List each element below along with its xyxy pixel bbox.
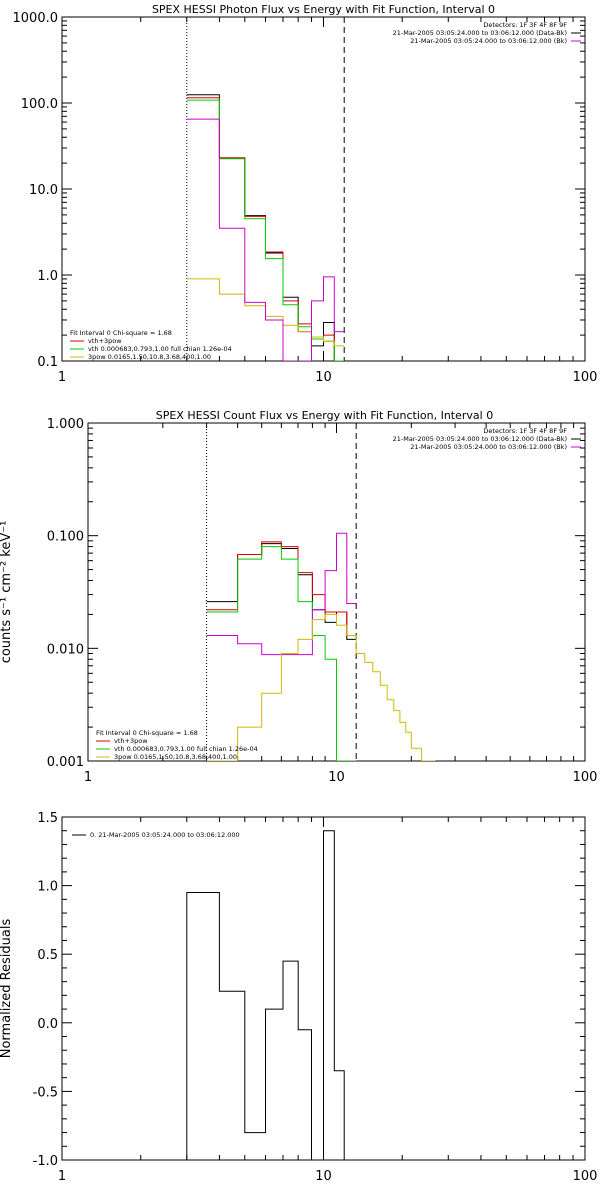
y-tick-label: 0.010 xyxy=(47,642,84,657)
y-tick-label: -1.0 xyxy=(33,1154,58,1169)
plot-area xyxy=(186,830,345,1160)
y-axis-label: Normalized Residuals xyxy=(0,919,14,1059)
info-text: Detectors: 1F 3F 4F 8F 9F xyxy=(483,21,567,29)
legend-title: Fit Interval 0 Chi-square = 1.68 xyxy=(96,729,198,737)
plot-area xyxy=(186,94,345,361)
y-tick-label: -0.5 xyxy=(33,1085,58,1100)
x-tick-label: 100 xyxy=(573,770,598,785)
y-axis-label: counts s⁻¹ cm⁻² keV⁻¹ xyxy=(0,521,14,664)
y-tick-label: 0.100 xyxy=(47,530,84,545)
y-tick-label: 100.0 xyxy=(21,97,58,112)
x-tick-label: 100 xyxy=(573,1169,598,1184)
spectrum-step-line xyxy=(186,278,345,347)
y-tick-label: 1.0 xyxy=(37,269,58,284)
info-text: Detectors: 1F 3F 4F 8F 9F xyxy=(483,427,567,435)
spectrum-step-line xyxy=(186,118,345,361)
legend-label: vth 0.000683,0.793,1.00 full chian 1.26e… xyxy=(114,745,258,753)
y-tick-label: 0.1 xyxy=(37,355,58,370)
x-tick-label: 10 xyxy=(315,1169,332,1184)
y-tick-label: 0.0 xyxy=(37,1017,58,1032)
legend-label: vth+3pow xyxy=(88,337,122,345)
info-text: 21-Mar-2005 03:05:24.000 to 03:06:12.000… xyxy=(393,435,567,443)
y-tick-label: 10.0 xyxy=(29,183,58,198)
plot-area xyxy=(206,532,436,761)
y-tick-label: 1.000 xyxy=(47,417,84,432)
chart-title: SPEX HESSI Count Flux vs Energy with Fit… xyxy=(156,409,493,422)
x-tick-label: 1 xyxy=(84,770,92,785)
y-tick-label: 1000.0 xyxy=(13,11,59,26)
x-tick-label: 10 xyxy=(328,770,345,785)
y-tick-label: 1.5 xyxy=(37,811,58,826)
x-tick-label: 1 xyxy=(58,1169,66,1184)
plot-frame xyxy=(61,16,586,362)
info-text: 21-Mar-2005 03:05:24.000 to 03:06:12.000… xyxy=(410,443,567,451)
legend-title: Fit Interval 0 Chi-square = 1.68 xyxy=(70,329,172,337)
info-text: 21-Mar-2005 03:05:24.000 to 03:06:12.000… xyxy=(393,29,567,37)
legend-label: 3pow 0.0165,1.50,10.8,3.68,400,1.00 xyxy=(114,753,237,761)
x-tick-label: 10 xyxy=(315,370,332,385)
spectrum-step-line xyxy=(186,97,345,361)
legend-label: 0. 21-Mar-2005 03:05:24.000 to 03:06:12.… xyxy=(90,831,240,839)
y-tick-label: 1.0 xyxy=(37,880,58,895)
info-text: 21-Mar-2005 03:05:24.000 to 03:06:12.000… xyxy=(410,37,567,45)
spectrum-step-line xyxy=(206,546,357,761)
legend-label: vth 0.000683,0.793,1.00 full chian 1.26e… xyxy=(88,345,232,353)
y-tick-label: 0.5 xyxy=(37,948,58,963)
chart-title: SPEX HESSI Photon Flux vs Energy with Fi… xyxy=(152,3,495,16)
spectrum-step-line xyxy=(186,99,345,361)
x-tick-label: 1 xyxy=(58,370,66,385)
x-tick-label: 100 xyxy=(573,370,598,385)
legend-label: 3pow 0.0165,1.50,10.8,3.68,400,1.00 xyxy=(88,353,211,361)
residuals-step-line xyxy=(186,830,345,1160)
y-tick-label: 0.001 xyxy=(47,755,84,770)
legend-label: vth+3pow xyxy=(114,737,148,745)
power-law-step-line xyxy=(206,613,436,761)
